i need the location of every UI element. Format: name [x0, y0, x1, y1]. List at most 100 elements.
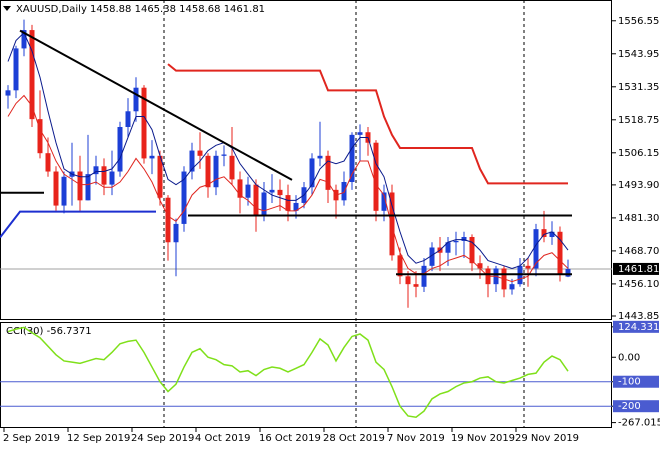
- x-tick-label: 4 Oct 2019: [195, 433, 250, 444]
- candle-body: [77, 171, 83, 201]
- candle-body: [381, 192, 387, 211]
- indicator-line: [7, 94, 569, 283]
- y-tick-label: 1443.85: [618, 311, 659, 322]
- y-tick-label: 1531.35: [618, 82, 659, 93]
- candle-body: [317, 155, 323, 159]
- candle-body: [45, 153, 51, 172]
- candle-body: [421, 265, 427, 287]
- candle-body: [229, 155, 235, 180]
- cci-last: -56.7371: [47, 326, 92, 337]
- x-tick-label: 12 Sep 2019: [67, 433, 130, 444]
- y-tick-label: 1506.15: [618, 148, 659, 159]
- candle-body: [309, 158, 315, 188]
- candle-body: [453, 240, 459, 243]
- candle-body: [253, 184, 259, 217]
- y-tick-label: 1456.10: [618, 279, 659, 290]
- candle-body: [5, 90, 11, 96]
- chart-header: XAUUSD,Daily 1458.88 1465.38 1458.68 146…: [16, 4, 265, 15]
- x-tick-label: 24 Sep 2019: [131, 433, 194, 444]
- trendline: [19, 29, 293, 181]
- candle-body: [101, 166, 107, 185]
- candle-body: [61, 176, 67, 206]
- y-tick-label: 1556.55: [618, 16, 659, 27]
- candle-body: [221, 154, 227, 156]
- period-separators: [163, 0, 525, 428]
- candle-body: [557, 231, 563, 274]
- candle-body: [205, 155, 211, 188]
- candle-body: [93, 166, 99, 175]
- main-panel: [0, 0, 612, 320]
- candle-body: [349, 134, 355, 183]
- candle-body: [413, 284, 419, 287]
- indicator-line: [167, 63, 568, 185]
- indicator-line: [7, 31, 569, 269]
- candle-body: [525, 265, 531, 269]
- trendline: [0, 210, 156, 239]
- candle-body: [85, 174, 91, 201]
- candle-body: [389, 192, 395, 256]
- low: 1458.68: [179, 4, 220, 15]
- cci-tick-badge: [613, 400, 659, 413]
- x-tick-label: 2 Sep 2019: [3, 433, 60, 444]
- candle-body: [53, 171, 59, 206]
- candle-body: [181, 171, 187, 224]
- candle-body: [549, 231, 555, 238]
- cci-line: [7, 326, 569, 419]
- candle-body: [37, 119, 43, 154]
- x-tick-label: 16 Oct 2019: [259, 433, 321, 444]
- candle-body: [213, 155, 219, 188]
- candle-body: [269, 189, 275, 193]
- candle-body: [165, 197, 171, 243]
- high: 1465.38: [135, 4, 176, 15]
- cci-tick-badge: [613, 320, 659, 333]
- candle-body: [397, 255, 403, 277]
- candle-body: [477, 263, 483, 269]
- candle-body: [533, 229, 539, 269]
- current-price-label: 1461.81: [618, 264, 659, 275]
- candle-body: [373, 142, 379, 211]
- candle-body: [117, 126, 123, 172]
- candle-body: [149, 155, 155, 159]
- candle-body: [261, 192, 267, 217]
- candle-body: [469, 237, 475, 264]
- cci-header: CCI(30) -56.7371: [6, 326, 92, 337]
- candle-body: [197, 150, 203, 156]
- cci-name: CCI(30): [6, 326, 44, 337]
- cci-panel: [0, 322, 612, 428]
- x-tick-label: 29 Nov 2019: [515, 433, 579, 444]
- candle-body: [325, 155, 331, 190]
- candle-body: [245, 184, 251, 198]
- candle-body: [341, 182, 347, 201]
- y-tick-label: 1543.95: [618, 49, 659, 60]
- candle-body: [565, 268, 571, 277]
- cci-tick-label: -100: [618, 377, 641, 388]
- candle-body: [157, 155, 163, 198]
- x-tick-label: 19 Nov 2019: [451, 433, 515, 444]
- candle-body: [541, 229, 547, 238]
- y-tick-label: 1468.70: [618, 246, 659, 257]
- candle-body: [237, 179, 243, 198]
- candle-body: [29, 30, 35, 120]
- y-tick-label: 1518.75: [618, 115, 659, 126]
- candle-body: [461, 237, 467, 241]
- candle-body: [125, 111, 131, 127]
- candle-body: [21, 30, 27, 49]
- cci-tick-label: -267.0159: [618, 418, 660, 429]
- candle-body: [285, 195, 291, 211]
- symbol: XAUUSD,Daily: [16, 4, 87, 15]
- close: 1461.81: [224, 4, 265, 15]
- candle-body: [509, 284, 515, 290]
- candle-body: [357, 132, 363, 135]
- cci-tick-label: -200: [618, 401, 641, 412]
- open: 1458.88: [90, 4, 131, 15]
- menu-triangle: [3, 6, 11, 11]
- candle-body: [405, 276, 411, 285]
- y-tick-label: 1493.90: [618, 180, 659, 191]
- candle-body: [133, 87, 139, 112]
- y-tick-label: 1481.30: [618, 213, 659, 224]
- x-tick-label: 7 Nov 2019: [387, 433, 445, 444]
- candle-body: [277, 189, 283, 196]
- candle-body: [445, 242, 451, 253]
